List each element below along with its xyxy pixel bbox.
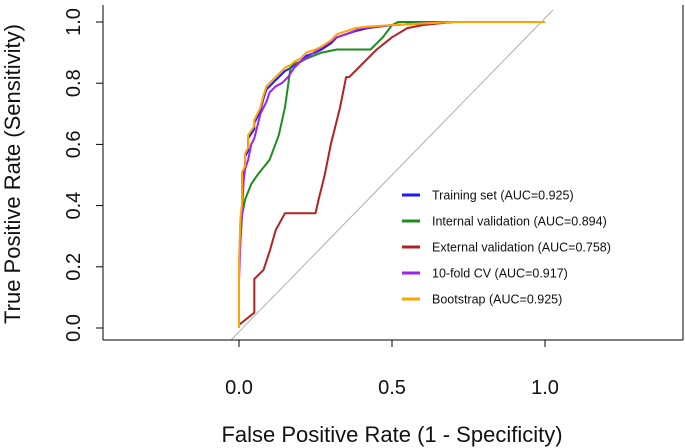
- legend-label-4: Bootstrap (AUC=0.925): [432, 293, 562, 307]
- y-tick-label-1: 0.2: [63, 253, 85, 281]
- legend-label-3: 10-fold CV (AUC=0.917): [432, 267, 568, 281]
- legend-label-2: External validation (AUC=0.758): [432, 241, 611, 255]
- y-tick-label-3: 0.6: [63, 130, 85, 158]
- legend-label-1: Internal validation (AUC=0.894): [432, 215, 607, 229]
- y-axis-title: True Positive Rate (Sensitivity): [0, 24, 25, 324]
- x-tick-label-2: 1.0: [531, 377, 559, 399]
- y-tick-label-5: 1.0: [63, 8, 85, 36]
- y-tick-label-4: 0.8: [63, 69, 85, 97]
- legend-label-0: Training set (AUC=0.925): [432, 189, 574, 203]
- series-line-3: [238, 21, 545, 328]
- x-axis: 0.0 0.5 1.0: [225, 339, 559, 399]
- chance-diagonal: [230, 9, 554, 341]
- x-tick-label-1: 0.5: [378, 377, 406, 399]
- x-tick-label-0: 0.0: [225, 377, 253, 399]
- series-layer: [238, 21, 545, 328]
- x-axis-title: False Positive Rate (1 - Specificity): [221, 422, 562, 447]
- series-line-4: [238, 21, 545, 328]
- series-line-2: [238, 21, 545, 328]
- legend: Training set (AUC=0.925) Internal validat…: [402, 189, 611, 307]
- y-tick-label-2: 0.4: [63, 192, 85, 220]
- y-tick-label-0: 0.0: [63, 314, 85, 342]
- y-axis: 0.0 0.2 0.4 0.6 0.8 1.0: [63, 8, 104, 342]
